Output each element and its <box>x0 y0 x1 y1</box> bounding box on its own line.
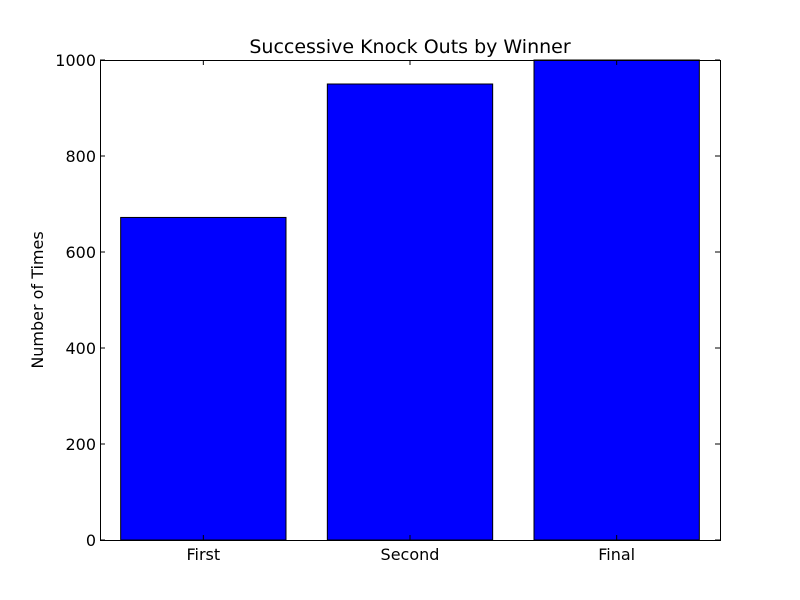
bars-layer <box>120 59 700 541</box>
x-tick-label-second: Second <box>381 545 440 564</box>
y-tick-label-400: 400 <box>65 339 96 358</box>
x-tick-label-first: First <box>186 545 220 564</box>
y-axis-title: Number of Times <box>28 231 47 368</box>
y-tick-label-0: 0 <box>86 531 96 550</box>
plot-frame <box>100 60 721 541</box>
y-tick-label-1000: 1000 <box>55 51 96 70</box>
bar-first <box>120 216 287 541</box>
y-tick-label-600: 600 <box>65 243 96 262</box>
bar-second <box>326 83 494 541</box>
chart-title: Successive Knock Outs by Winner <box>249 36 571 58</box>
y-tick-label-800: 800 <box>65 147 96 166</box>
y-tick-label-200: 200 <box>65 435 96 454</box>
bar-final <box>533 59 700 541</box>
ticks-layer: First Second Final 0 200 400 600 800 1000 <box>55 51 720 564</box>
x-tick-label-final: Final <box>598 545 635 564</box>
